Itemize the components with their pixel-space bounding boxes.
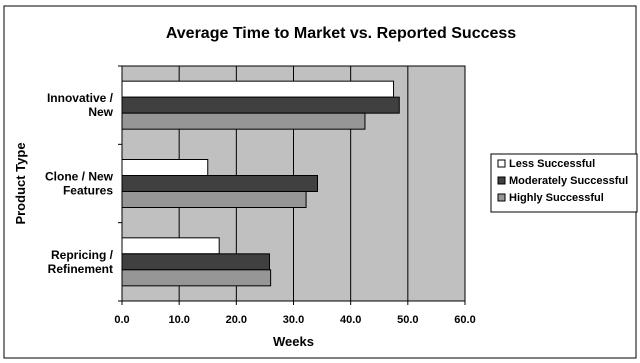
legend-label: Moderately Successful [509, 175, 628, 187]
category-label: Repricing / Refinement [48, 248, 114, 276]
x-tick-label: 50.0 [397, 314, 418, 326]
category-label-line: Clone / New [45, 170, 114, 184]
legend-label: Highly Successful [509, 192, 604, 204]
x-axis-title: Weeks [273, 334, 314, 349]
category-label-line: Innovative / [47, 91, 114, 105]
bar [121, 269, 272, 287]
bar [121, 237, 220, 255]
legend-box [490, 153, 638, 213]
bar [121, 159, 209, 176]
legend-swatch [497, 193, 506, 202]
legend-swatch [497, 159, 506, 168]
chart-title: Average Time to Market vs. Reported Succ… [166, 25, 516, 42]
x-tick-label: 40.0 [340, 314, 361, 326]
legend-swatch [497, 176, 506, 185]
x-tick-label: 10.0 [168, 314, 189, 326]
bar [121, 96, 400, 114]
bar [121, 80, 395, 98]
y-axis-title: Product Type [13, 142, 28, 224]
x-tick-label: 60.0 [454, 314, 475, 326]
category-label-line: New [88, 105, 113, 119]
category-label-line: Repricing / [51, 248, 114, 262]
legend-label: Less Successful [509, 158, 595, 170]
category-label-line: Refinement [48, 262, 113, 276]
x-tick-label: 30.0 [283, 314, 304, 326]
category-label-line: Features [63, 184, 113, 198]
bar [121, 175, 319, 192]
bar [121, 191, 307, 208]
category-label: Innovative / New [47, 91, 114, 119]
category-label: Clone / New Features [45, 170, 114, 198]
bar [121, 112, 366, 130]
x-tick-label: 20.0 [226, 314, 247, 326]
bar [121, 253, 270, 271]
x-tick-label: 0.0 [114, 314, 129, 326]
